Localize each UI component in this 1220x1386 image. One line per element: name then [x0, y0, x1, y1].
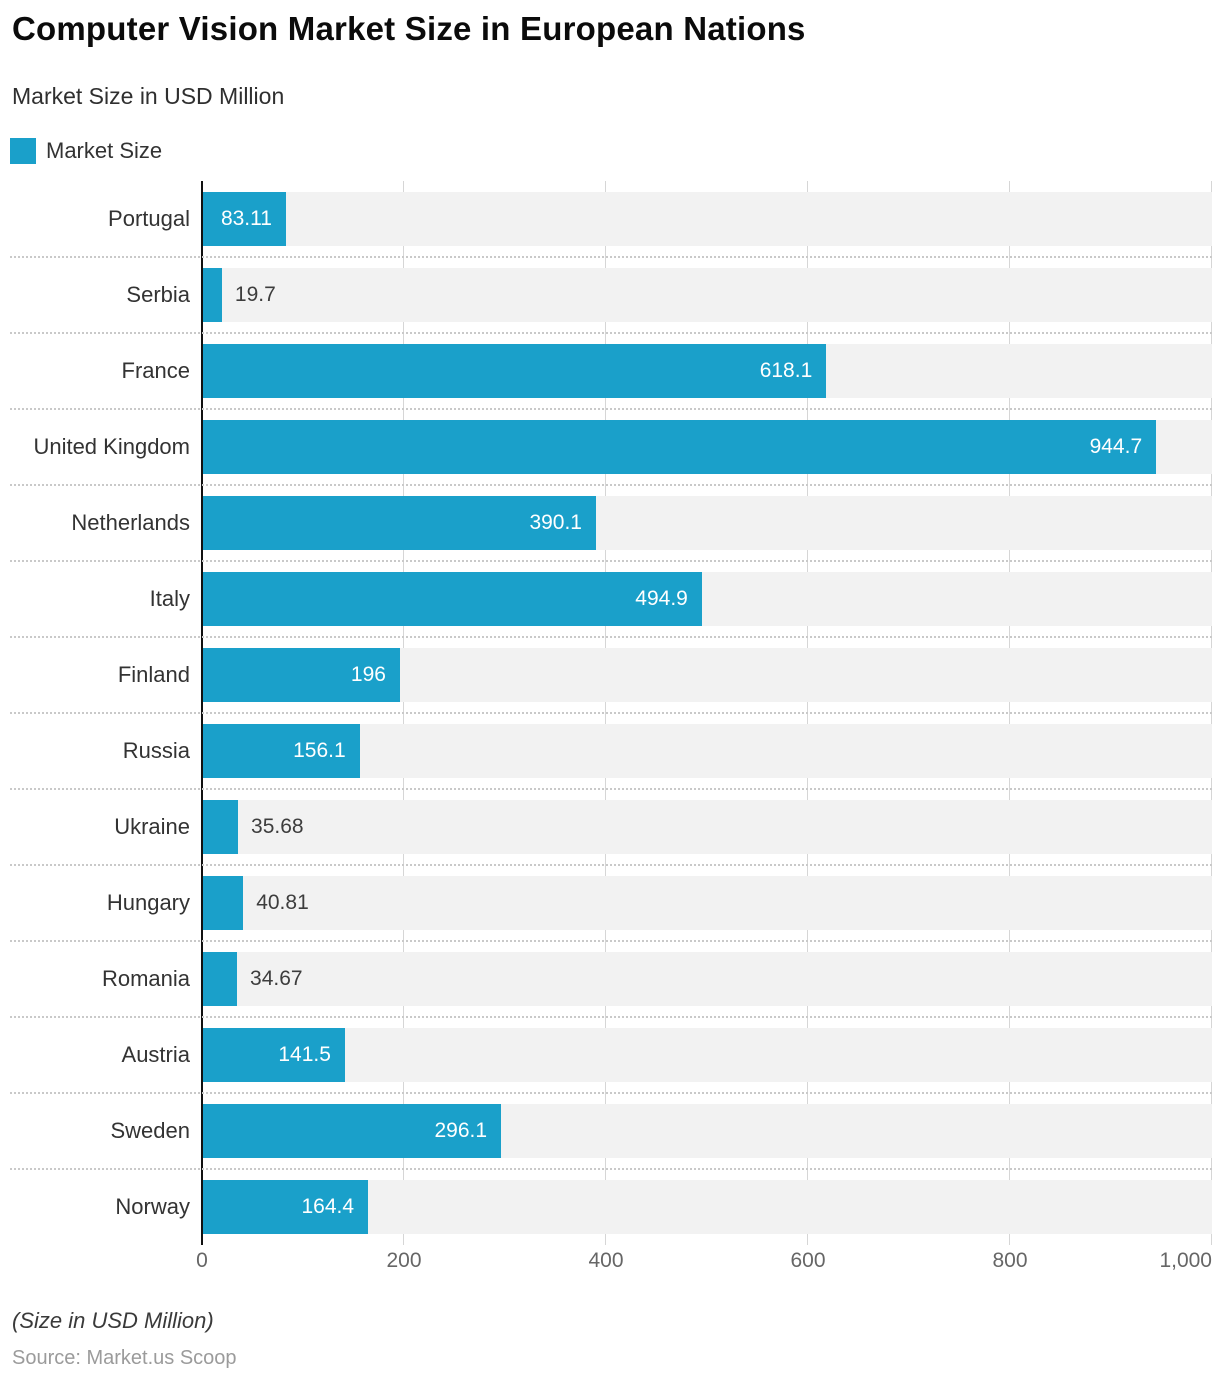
x-axis-tick-labels: 0 200 400 600 800 1,000	[0, 1249, 1220, 1279]
row-separator	[10, 636, 1212, 638]
value-label-hungary: 40.81	[256, 891, 309, 914]
category-label-hungary: Hungary	[106, 890, 190, 915]
plot-area: 83.11 19.7 618.1 944.7 390.1 494.9 196 156.1 35.…	[201, 181, 1212, 1245]
row-band-russia	[202, 724, 1212, 778]
row-separator	[10, 1168, 1212, 1170]
bar-serbia[interactable]	[202, 268, 222, 322]
bar-italy[interactable]	[202, 572, 702, 626]
category-label-netherlands: Netherlands	[71, 510, 190, 535]
value-label-sweden: 296.1	[434, 1119, 488, 1142]
category-label-romania: Romania	[101, 966, 190, 991]
category-label-russia: Russia	[122, 738, 190, 763]
bar-ukraine[interactable]	[202, 800, 239, 854]
bar-netherlands[interactable]	[202, 496, 596, 550]
category-label-portugal: Portugal	[108, 206, 190, 231]
legend-swatch-icon	[10, 138, 36, 164]
footer-note: (Size in USD Million)	[12, 1308, 214, 1333]
x-tick-label-600: 600	[790, 1249, 826, 1272]
x-tick-label-800: 800	[992, 1249, 1028, 1272]
value-label-portugal: 83.11	[220, 207, 272, 230]
value-label-finland: 196	[350, 663, 386, 686]
row-band-austria	[202, 1028, 1212, 1082]
row-separator	[10, 256, 1212, 258]
bar-hungary[interactable]	[202, 876, 244, 930]
row-separator	[10, 712, 1212, 714]
x-tick-label-200: 200	[386, 1249, 422, 1272]
value-label-ukraine: 35.68	[251, 815, 304, 838]
row-separator	[10, 408, 1212, 410]
value-label-italy: 494.9	[635, 587, 688, 610]
row-band-norway	[202, 1180, 1212, 1234]
value-label-france: 618.1	[759, 359, 813, 382]
category-label-austria: Austria	[121, 1042, 190, 1067]
row-band-serbia	[202, 268, 1212, 322]
row-band-portugal	[202, 192, 1212, 246]
category-label-sweden: Sweden	[110, 1118, 190, 1143]
row-separator	[10, 1016, 1212, 1018]
bar-romania[interactable]	[202, 952, 238, 1006]
row-band-romania	[202, 952, 1212, 1006]
bar-portugal[interactable]	[202, 192, 286, 246]
y-axis-category-labels: Portugal Serbia France United Kingdom Nether…	[0, 181, 190, 1245]
row-separator	[10, 788, 1212, 790]
row-separator	[10, 332, 1212, 334]
category-label-norway: Norway	[115, 1194, 190, 1219]
bar-austria[interactable]	[202, 1028, 345, 1082]
bar-sweden[interactable]	[202, 1104, 502, 1158]
chart-subtitle: Market Size in USD Million	[12, 83, 285, 109]
x-tick-label-0: 0	[196, 1249, 208, 1272]
row-separator	[10, 1092, 1212, 1094]
row-band-ukraine	[202, 800, 1212, 854]
value-label-romania: 34.67	[250, 967, 303, 990]
value-label-norway: 164.4	[301, 1195, 355, 1218]
bar-finland[interactable]	[202, 648, 400, 702]
value-label-netherlands: 390.1	[529, 511, 582, 534]
category-label-france: France	[121, 358, 190, 383]
bar-united-kingdom[interactable]	[202, 420, 1157, 474]
category-label-united-kingdom: United Kingdom	[33, 434, 190, 459]
row-separator	[10, 560, 1212, 562]
x-tick-label-400: 400	[588, 1249, 624, 1272]
legend-label: Market Size	[46, 138, 163, 163]
value-label-serbia: 19.7	[234, 283, 276, 306]
legend-item-market-size[interactable]: Market Size	[10, 138, 162, 164]
category-label-italy: Italy	[149, 586, 190, 611]
value-label-russia: 156.1	[293, 739, 346, 762]
value-label-united-kingdom: 944.7	[1089, 435, 1143, 458]
bar-norway[interactable]	[202, 1180, 369, 1234]
category-label-finland: Finland	[117, 662, 190, 687]
bar-russia[interactable]	[202, 724, 360, 778]
category-label-ukraine: Ukraine	[114, 814, 190, 839]
row-separator	[10, 940, 1212, 942]
row-band-hungary	[202, 876, 1212, 930]
row-separator	[10, 864, 1212, 866]
value-label-austria: 141.5	[278, 1043, 331, 1066]
category-label-serbia: Serbia	[126, 282, 190, 307]
chart-title: Computer Vision Market Size in European …	[12, 10, 806, 47]
x-tick-label-1000: 1,000	[1159, 1249, 1212, 1272]
bar-france[interactable]	[202, 344, 827, 398]
footer-source: Source: Market.us Scoop	[12, 1347, 237, 1369]
row-separator	[10, 484, 1212, 486]
